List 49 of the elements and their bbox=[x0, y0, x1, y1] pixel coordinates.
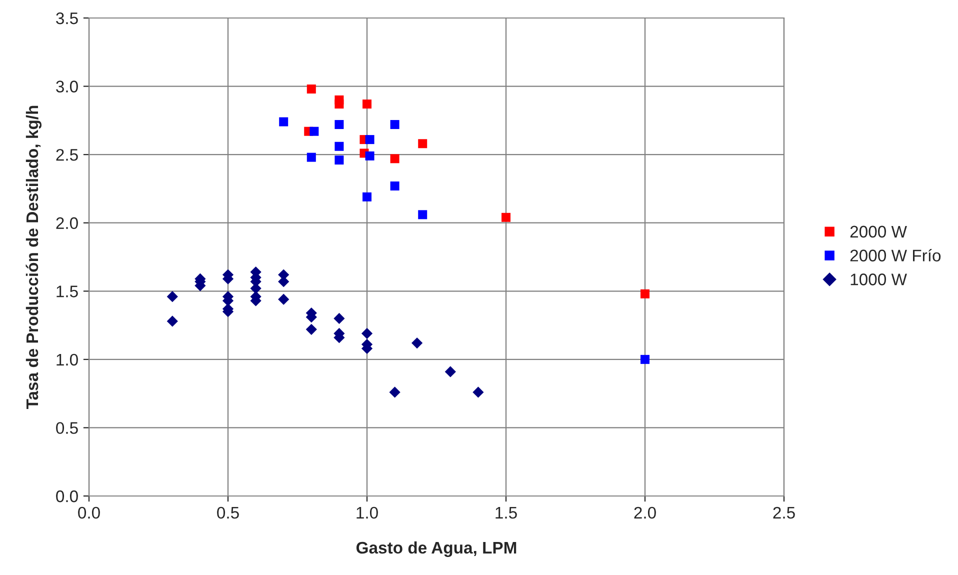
point bbox=[361, 328, 373, 340]
point bbox=[640, 289, 650, 298]
point bbox=[640, 354, 650, 364]
point bbox=[418, 139, 428, 148]
y-tick-label: 2.5 bbox=[56, 148, 78, 161]
x-axis-title: Gasto de Agua, LPM bbox=[356, 541, 516, 558]
point bbox=[390, 120, 400, 130]
point bbox=[306, 152, 316, 162]
point bbox=[306, 84, 316, 94]
point bbox=[472, 386, 484, 398]
point bbox=[310, 126, 319, 136]
point bbox=[390, 154, 400, 164]
legend-label: 1000 W bbox=[850, 274, 907, 286]
x-tick-label: 2.5 bbox=[773, 506, 795, 519]
y-tick-label: 1.0 bbox=[56, 354, 78, 366]
point bbox=[362, 192, 372, 202]
y-tick-label: 0.0 bbox=[56, 490, 78, 502]
x-tick-label: 1.0 bbox=[356, 506, 378, 519]
point bbox=[166, 291, 178, 302]
point bbox=[418, 210, 428, 220]
y-tick-label: 1.5 bbox=[56, 286, 78, 298]
point bbox=[362, 100, 372, 109]
point bbox=[334, 120, 344, 130]
point bbox=[365, 135, 374, 144]
point bbox=[334, 156, 344, 165]
point bbox=[306, 324, 317, 335]
x-tick-label: 0.0 bbox=[78, 506, 100, 519]
point bbox=[365, 151, 374, 160]
point bbox=[411, 337, 423, 349]
y-tick-label: 0.5 bbox=[56, 422, 78, 434]
point bbox=[278, 294, 290, 305]
x-tick-label: 0.5 bbox=[217, 506, 239, 519]
point bbox=[166, 316, 178, 327]
point bbox=[389, 386, 400, 398]
point bbox=[334, 100, 344, 109]
point bbox=[334, 142, 344, 151]
y-tick-label: 2.0 bbox=[56, 217, 78, 230]
y-tick-label: 3.0 bbox=[56, 80, 78, 92]
legend-label: 2000 W Frío bbox=[850, 249, 941, 262]
point bbox=[334, 312, 345, 324]
y-tick-label: 3.5 bbox=[56, 12, 78, 24]
point bbox=[279, 117, 288, 126]
legend-label: 2000 W bbox=[850, 226, 907, 238]
x-tick-label: 1.5 bbox=[496, 507, 517, 519]
y-axis-title: Tasa de Producción de Destilado, kg/h bbox=[26, 106, 42, 409]
point bbox=[502, 212, 510, 222]
point bbox=[444, 366, 456, 378]
point bbox=[390, 181, 400, 190]
x-tick-label: 2.0 bbox=[634, 506, 656, 519]
